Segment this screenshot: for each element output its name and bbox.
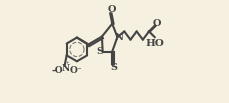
Text: O⁻: O⁻ xyxy=(69,66,82,75)
Text: O: O xyxy=(152,19,161,28)
Text: S: S xyxy=(97,47,104,56)
Text: S: S xyxy=(110,63,117,73)
Text: -O: -O xyxy=(52,66,64,75)
Text: ⁺: ⁺ xyxy=(66,61,69,69)
Text: HO: HO xyxy=(145,39,164,48)
Text: N: N xyxy=(115,33,124,42)
Text: N: N xyxy=(62,64,70,73)
Text: O: O xyxy=(107,5,116,14)
